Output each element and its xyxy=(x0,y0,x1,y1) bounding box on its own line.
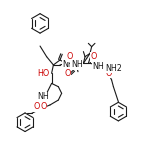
Text: HO: HO xyxy=(37,69,50,78)
Text: NH: NH xyxy=(71,60,82,69)
Text: O: O xyxy=(105,69,111,78)
Text: O: O xyxy=(67,52,73,61)
Text: NH: NH xyxy=(38,92,49,101)
Text: O: O xyxy=(40,102,46,111)
Text: O: O xyxy=(64,69,70,78)
Text: NH2: NH2 xyxy=(105,64,122,73)
Text: NH: NH xyxy=(63,60,74,69)
Text: O: O xyxy=(90,52,96,61)
Text: NH: NH xyxy=(93,62,104,71)
Text: O: O xyxy=(33,102,40,111)
